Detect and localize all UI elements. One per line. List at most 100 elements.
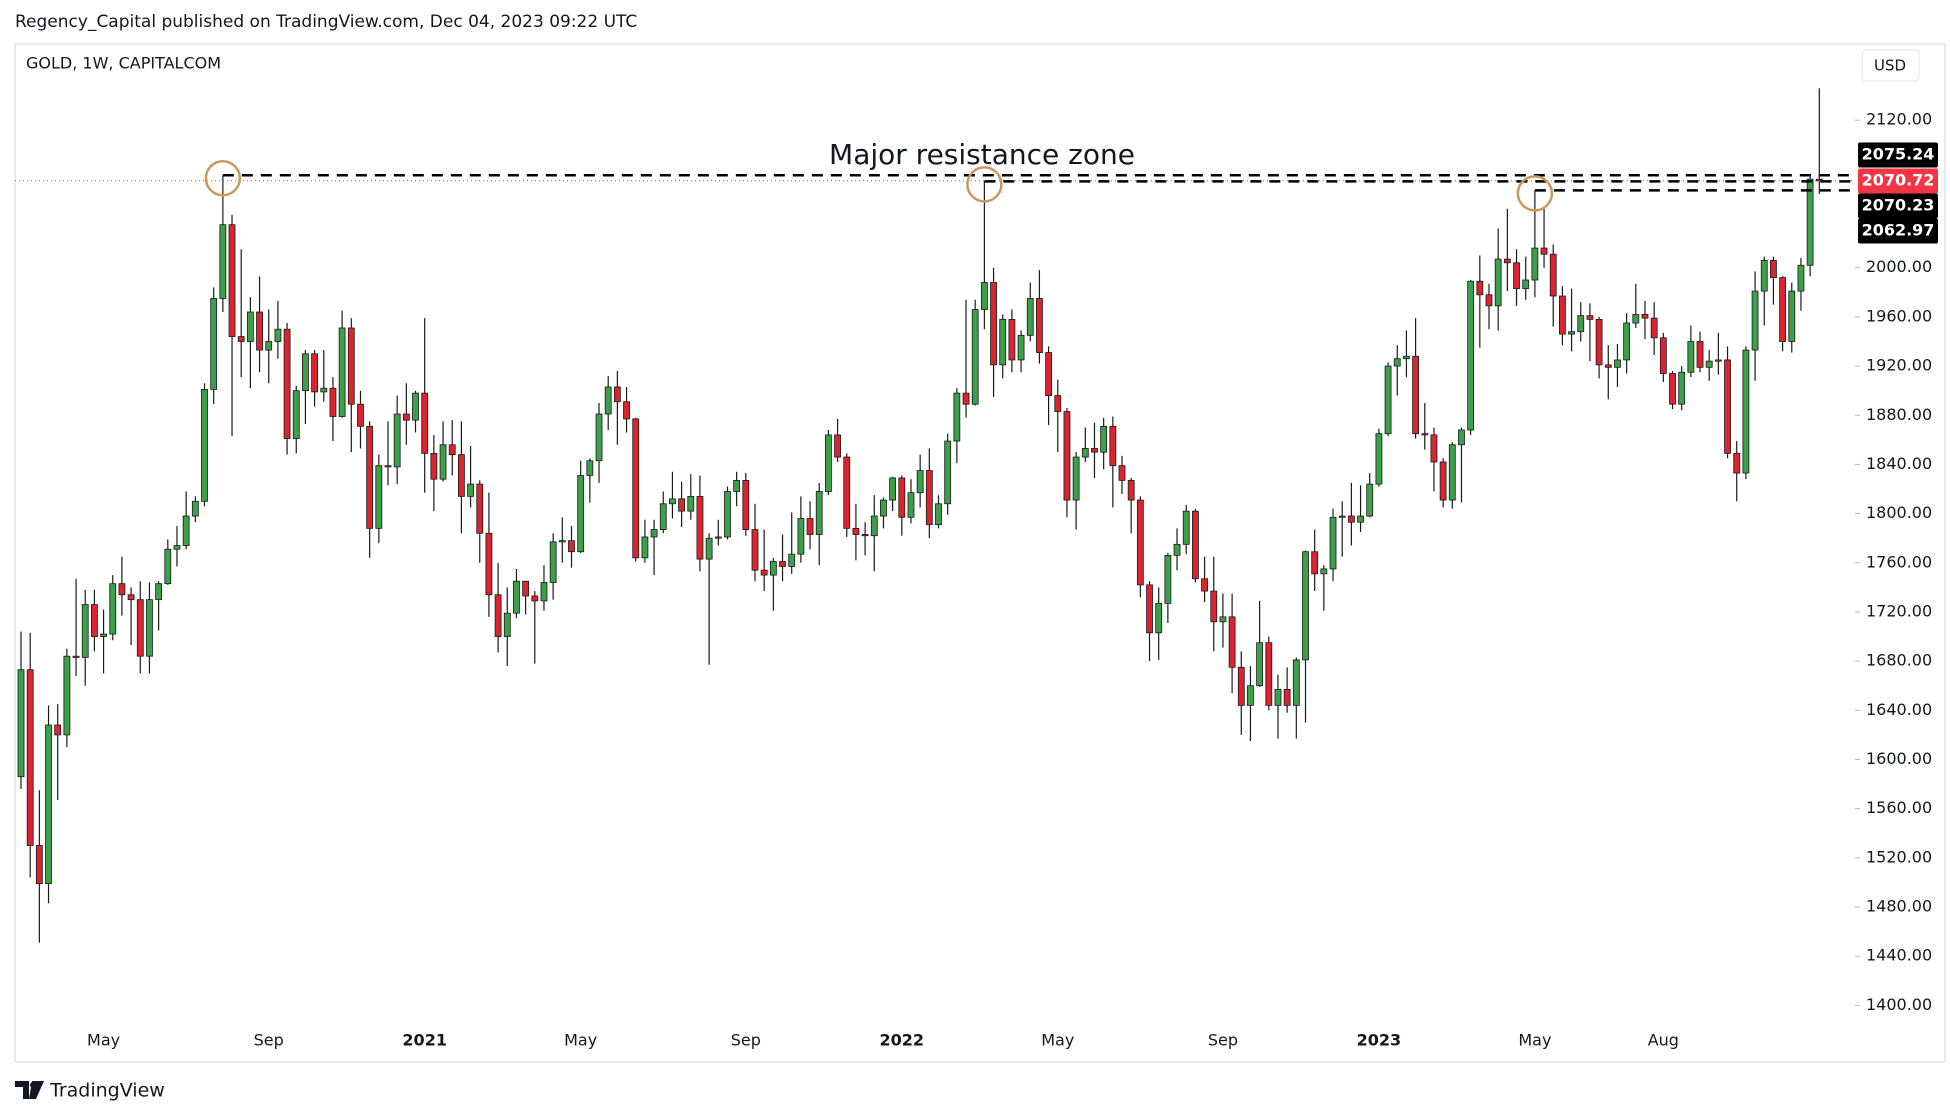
logo-mark (15, 1081, 44, 1099)
candle-body (1696, 341, 1704, 368)
candle-body (632, 418, 640, 559)
candle-body (1109, 425, 1117, 467)
candle-body (999, 318, 1007, 366)
candle-body (1118, 465, 1126, 481)
candle-body (1063, 411, 1071, 501)
candle-body (1127, 480, 1135, 501)
candle-body (430, 452, 438, 480)
y-tick-label: 1640.00 (1866, 700, 1932, 719)
candle-body (834, 434, 841, 458)
candle-body (246, 311, 254, 342)
candle-body (1586, 315, 1594, 320)
price-tag-label: 2070.23 (1862, 196, 1935, 215)
candle-body (1733, 452, 1741, 474)
candle-body (1412, 355, 1419, 435)
candle-body (81, 604, 89, 658)
price-tag (1858, 168, 1938, 194)
peak-marker (966, 166, 1003, 203)
x-tick-label: Sep (254, 1031, 284, 1050)
candle-body (1559, 295, 1566, 335)
candle-body (1421, 433, 1429, 436)
candle-body (1448, 444, 1456, 501)
candle-body (1283, 688, 1291, 706)
candle-body (1017, 334, 1025, 361)
candle-body (109, 583, 117, 635)
candle-body (733, 480, 741, 492)
candle-body (650, 529, 658, 538)
y-tick-label: 1960.00 (1866, 306, 1932, 325)
candle-body (476, 483, 484, 534)
candle-body (669, 498, 676, 505)
candle-body (1788, 290, 1796, 342)
x-tick-label: 2023 (1357, 1031, 1402, 1050)
candle-body (659, 503, 667, 530)
candle-body (1081, 448, 1089, 458)
candle-body (880, 499, 887, 517)
candle-body (705, 537, 713, 560)
candle-body (375, 465, 383, 529)
y-tick-label: 1920.00 (1866, 356, 1932, 375)
candle-body (1375, 433, 1383, 485)
candle-body (1292, 659, 1300, 706)
candle-body (182, 515, 190, 546)
candle-body (577, 475, 585, 553)
candle-body (210, 298, 218, 390)
candle-body (742, 480, 750, 530)
candle-body (201, 389, 208, 502)
candle-body (889, 477, 897, 501)
price-tag-label: 2075.24 (1862, 145, 1935, 164)
candle-body (357, 403, 364, 427)
candle-body (439, 444, 447, 480)
candle-body (1164, 554, 1172, 604)
candle-body (1779, 277, 1786, 342)
candle-body (136, 599, 144, 657)
candle-body (1678, 371, 1686, 405)
chart-frame (14, 43, 1946, 1063)
candle-body (797, 518, 805, 555)
candle-body (54, 724, 62, 736)
candle-body (1494, 258, 1502, 307)
candle-body (494, 594, 502, 637)
candle-body (63, 655, 71, 736)
candle-body (302, 353, 309, 392)
candle-body (1742, 349, 1750, 474)
candle-body (788, 553, 796, 567)
candle-body (1265, 642, 1273, 706)
currency-box[interactable] (1861, 49, 1920, 82)
tradingview-logo[interactable]: TradingView (15, 1080, 165, 1102)
y-tick-label: 1480.00 (1866, 896, 1932, 915)
x-tick-label: 2022 (880, 1031, 925, 1050)
candle-body (1329, 516, 1337, 570)
candle-body (1311, 551, 1319, 575)
candle-body (283, 328, 291, 440)
x-tick-label: May (87, 1031, 120, 1050)
candle-body (146, 599, 153, 657)
candle-body (384, 465, 392, 468)
candle-body (1393, 358, 1401, 367)
symbol-title[interactable]: GOLD, 1W, CAPITALCOM (26, 54, 221, 73)
y-tick-label: 1720.00 (1866, 601, 1932, 620)
candle-body (35, 845, 43, 885)
candle-body (1201, 578, 1208, 592)
candle-body (1384, 365, 1392, 435)
candle-body (980, 282, 988, 310)
candle-body (1008, 318, 1016, 361)
candle-body (1614, 359, 1621, 368)
price-tag (1858, 193, 1938, 219)
candle-body (1219, 616, 1227, 623)
candle-body (1751, 290, 1759, 351)
candle-body (1045, 352, 1052, 396)
currency-label[interactable]: USD (1874, 57, 1906, 75)
candle-body (1604, 364, 1612, 368)
price-tag-label: 2070.72 (1862, 171, 1935, 190)
candle-body (127, 594, 135, 601)
plot-area: 1400.00 1440.00 1480.00 1520.00 1560.00 1600.… (15, 88, 1938, 1050)
candle-body (1091, 448, 1098, 453)
candle-body (1549, 253, 1557, 297)
candle-body (769, 561, 777, 576)
candle-body (953, 392, 961, 442)
candle-body (1714, 359, 1722, 362)
candle-body (641, 536, 649, 559)
